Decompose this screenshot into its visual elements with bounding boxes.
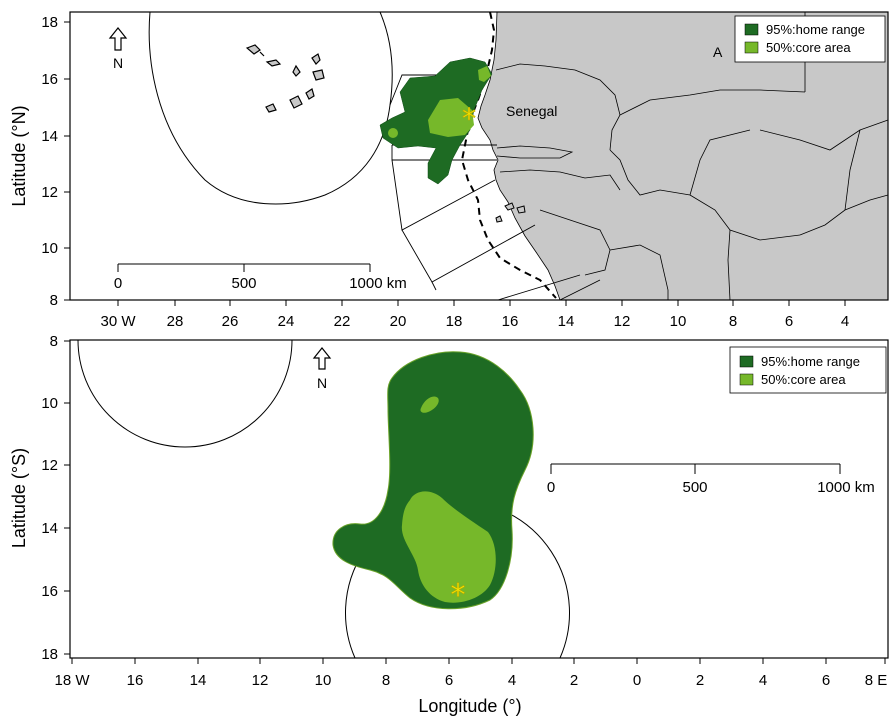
bottom-core-area — [401, 491, 496, 603]
bottom-x-tick-8e: 8 E — [865, 672, 888, 689]
top-tag-location-marker: * — [462, 102, 476, 135]
bottom-scalebar-label-0: 0 — [547, 479, 555, 496]
top-x-tick-12: 12 — [614, 313, 631, 330]
top-x-tick-28: 28 — [167, 313, 184, 330]
cape-verde-islands — [245, 44, 325, 113]
bottom-x-tick-0: 0 — [633, 672, 641, 689]
top-y-tick-14: 14 — [41, 128, 58, 145]
bottom-north-label: N — [317, 375, 327, 391]
bottom-x-tick-18w: 18 W — [54, 672, 90, 689]
bottom-legend-label-home-range: 95%:home range — [761, 354, 860, 369]
partial-country-label: A — [713, 44, 723, 60]
bijagos-islands — [495, 202, 526, 223]
top-x-tick-24: 24 — [278, 313, 295, 330]
bottom-x-tick-2e: 2 — [696, 672, 704, 689]
top-scalebar-label-500: 500 — [231, 275, 256, 292]
top-y-tick-8: 8 — [50, 292, 58, 309]
bottom-x-tick-10: 10 — [315, 672, 332, 689]
bottom-y-axis — [64, 340, 70, 655]
top-plot-frame — [69, 11, 889, 301]
top-x-tick-30w: 30 W — [100, 313, 136, 330]
country-borders — [495, 12, 889, 301]
cape-verde-eez-boundary — [148, 11, 393, 205]
top-x-tick-26: 26 — [222, 313, 239, 330]
west-africa-land — [477, 11, 889, 301]
top-legend-label-core-area: 50%:core area — [766, 40, 851, 55]
top-core-area-small — [388, 128, 398, 138]
bottom-x-tick-4e: 4 — [759, 672, 767, 689]
north-arrow-icon — [312, 347, 332, 370]
top-core-area-north — [478, 66, 491, 82]
bottom-x-tick-4: 4 — [508, 672, 516, 689]
top-y-axis — [64, 21, 70, 301]
top-map-panel: * Senegal A N 0 500 1000 km 95%:home ran… — [9, 11, 889, 330]
top-x-tick-6: 6 — [785, 313, 793, 330]
bottom-y-tick-12: 12 — [41, 457, 58, 474]
bottom-north-arrow: N — [312, 347, 332, 391]
top-y-tick-12: 12 — [41, 184, 58, 201]
bottom-scalebar-label-500: 500 — [682, 479, 707, 496]
bottom-x-tick-6e: 6 — [822, 672, 830, 689]
bottom-y-tick-14: 14 — [41, 520, 58, 537]
top-x-tick-10: 10 — [670, 313, 687, 330]
bottom-y-tick-18: 18 — [41, 646, 58, 663]
top-core-area — [428, 98, 474, 137]
senegal-label: Senegal — [506, 103, 557, 119]
bottom-tag-location-marker: * — [451, 578, 466, 613]
bottom-x-tick-8: 8 — [382, 672, 390, 689]
top-north-arrow: N — [108, 27, 128, 71]
top-legend-label-home-range: 95%:home range — [766, 22, 865, 37]
bottom-plot-frame — [69, 339, 889, 659]
top-legend: 95%:home range 50%:core area — [734, 15, 886, 63]
top-x-tick-4: 4 — [841, 313, 849, 330]
top-y-tick-18: 18 — [41, 14, 58, 31]
bottom-x-tick-6: 6 — [445, 672, 453, 689]
top-x-tick-22: 22 — [334, 313, 351, 330]
bottom-legend-label-core-area: 50%:core area — [761, 372, 846, 387]
top-legend-box — [734, 15, 886, 63]
top-x-tick-8: 8 — [729, 313, 737, 330]
top-y-axis-title: Latitude (°N) — [9, 105, 29, 206]
bottom-y-tick-8: 8 — [50, 333, 58, 350]
top-y-tick-10: 10 — [41, 240, 58, 257]
bottom-legend: 95%:home range 50%:core area — [729, 346, 887, 394]
bottom-y-axis-title: Latitude (°S) — [9, 448, 29, 548]
top-north-label: N — [113, 55, 123, 71]
bottom-scalebar-label-1000: 1000 km — [817, 479, 875, 496]
top-scalebar-label-0: 0 — [114, 275, 122, 292]
bottom-x-tick-16: 16 — [127, 672, 144, 689]
bottom-eez-circle-left — [77, 339, 293, 448]
top-scalebar-label-1000: 1000 km — [349, 275, 407, 292]
bottom-y-tick-16: 16 — [41, 583, 58, 600]
top-x-tick-16: 16 — [502, 313, 519, 330]
top-legend-swatch-home-range — [744, 23, 759, 36]
bottom-map-panel: * N 0 500 1000 km 95%:home range 50%:cor… — [9, 333, 889, 716]
bottom-y-tick-10: 10 — [41, 395, 58, 412]
bottom-core-area-small — [420, 396, 439, 413]
top-legend-swatch-core-area — [744, 41, 759, 54]
top-scalebar — [117, 263, 371, 272]
top-y-tick-16: 16 — [41, 71, 58, 88]
bottom-x-tick-14: 14 — [190, 672, 207, 689]
top-x-axis — [117, 300, 846, 306]
top-x-tick-14: 14 — [558, 313, 575, 330]
bottom-legend-swatch-core-area — [739, 373, 754, 386]
bottom-x-tick-12: 12 — [252, 672, 269, 689]
bottom-legend-box — [729, 346, 887, 394]
bottom-x-axis — [71, 658, 886, 664]
top-x-tick-20: 20 — [390, 313, 407, 330]
north-arrow-icon — [108, 27, 128, 51]
continental-shelf-dashed-line — [460, 11, 557, 299]
bottom-legend-swatch-home-range — [739, 355, 754, 368]
top-x-tick-18: 18 — [446, 313, 463, 330]
bottom-x-axis-title: Longitude (°) — [418, 696, 521, 716]
bottom-x-tick-2: 2 — [570, 672, 578, 689]
bottom-scalebar — [550, 463, 841, 474]
